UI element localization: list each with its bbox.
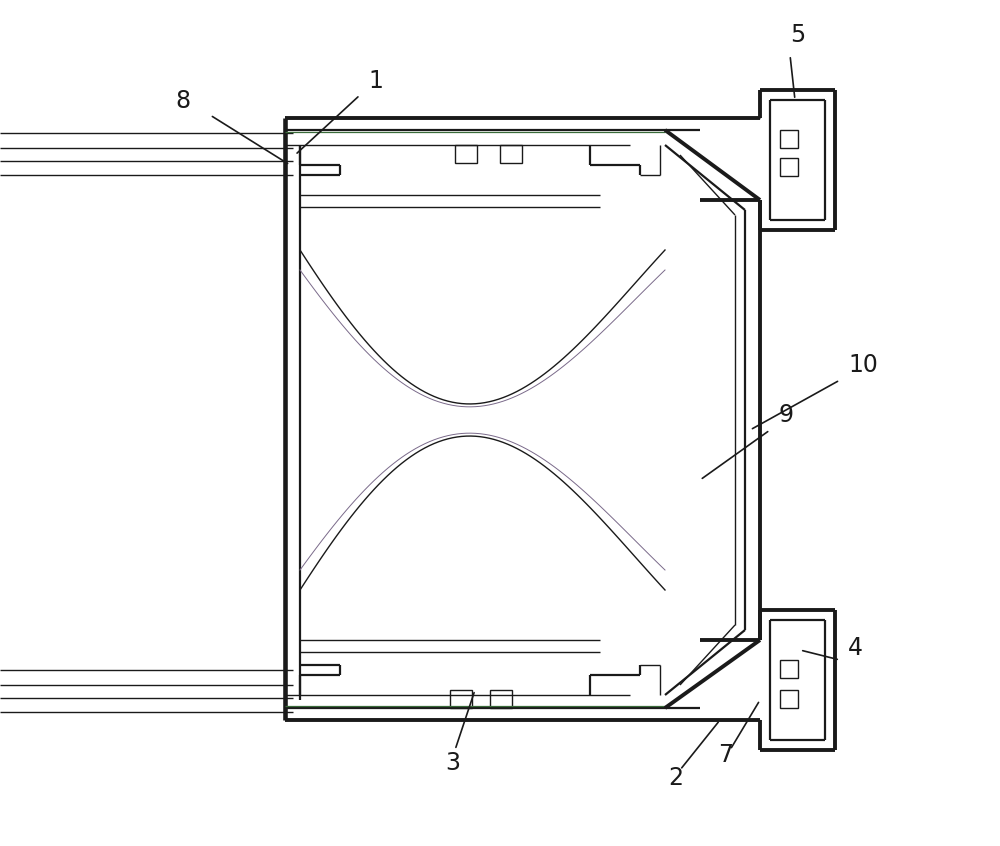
- Text: 3: 3: [445, 751, 460, 775]
- Text: 10: 10: [848, 353, 878, 377]
- Bar: [500, 145, 522, 163]
- Bar: [780, 660, 798, 678]
- Text: 8: 8: [175, 89, 190, 113]
- Bar: [780, 158, 798, 176]
- Bar: [490, 690, 512, 708]
- Text: 4: 4: [848, 636, 863, 660]
- Bar: [455, 145, 477, 163]
- Text: 5: 5: [790, 23, 805, 47]
- Text: 9: 9: [778, 403, 793, 427]
- Text: 7: 7: [718, 743, 733, 767]
- Bar: [780, 130, 798, 148]
- Bar: [780, 690, 798, 708]
- Text: 2: 2: [668, 766, 683, 790]
- Text: 1: 1: [368, 69, 383, 93]
- Bar: [450, 690, 472, 708]
